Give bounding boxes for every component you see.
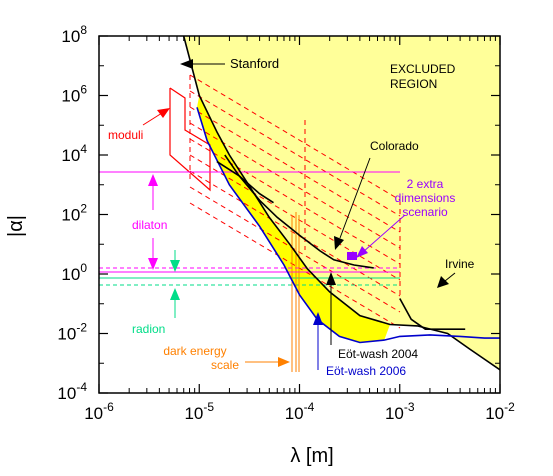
extra-dimensions-dash-line: [189, 74, 401, 201]
moduli-annotation: moduli: [108, 108, 170, 142]
y-tick-label: 10-4: [57, 380, 87, 403]
x-tick-label: 10-6: [84, 400, 114, 423]
svg-text:dimensions: dimensions: [395, 191, 456, 205]
extra-dimensions-dash-line: [189, 90, 401, 217]
eotwash-2006-line: [196, 107, 500, 344]
svg-text:moduli: moduli: [108, 128, 143, 142]
x-tick-label: 10-2: [485, 400, 515, 423]
y-tick-label: 104: [61, 142, 87, 165]
eotwash-2004-annotation: Eöt-wash 2004: [326, 272, 418, 361]
irvine-annotation: Irvine: [437, 257, 475, 288]
stanford-limit-line: [182, 36, 500, 371]
eotwash-2006-annotation: Eöt-wash 2006: [313, 312, 406, 378]
svg-text:scenario: scenario: [402, 205, 448, 219]
dilaton-annotation: dilaton: [132, 174, 167, 270]
y-tick-label: 102: [61, 202, 87, 225]
radion-lines: [99, 277, 400, 286]
y-tick-label: 106: [61, 83, 87, 106]
svg-text:Irvine: Irvine: [445, 257, 475, 271]
extra-dimensions-dash-line: [189, 202, 401, 329]
x-tick-label: 10-5: [184, 400, 214, 423]
svg-text:Colorado: Colorado: [370, 139, 419, 153]
y-tick-label: 100: [61, 261, 87, 284]
svg-text:radion: radion: [132, 322, 165, 336]
svg-text:EXCLUDED: EXCLUDED: [390, 62, 456, 76]
radion-annotation: radion: [132, 250, 180, 336]
dilaton-lines: [99, 171, 400, 273]
y-tick-label: 108: [61, 23, 87, 46]
svg-text:Stanford: Stanford: [230, 56, 279, 71]
extra-dimensions-dash-line: [189, 106, 401, 233]
svg-text:REGION: REGION: [390, 77, 437, 91]
extra-dimensions-annotation: 2 extra dimensions scenario: [347, 177, 455, 260]
colorado-annotation: Colorado: [334, 139, 419, 250]
stanford-annotation: Stanford: [180, 56, 279, 71]
x-tick-label: 10-4: [285, 400, 315, 423]
extra-dimensions-marker: [347, 252, 357, 260]
dark-energy-annotation: dark energy scale: [163, 344, 290, 372]
extra-dimensions-dash-line: [189, 122, 401, 249]
x-tick-label: 10-3: [385, 400, 415, 423]
extra-dimensions-dash-line: [189, 170, 401, 297]
excluded-region-label: EXCLUDED REGION: [390, 62, 456, 91]
excluded-region-fill: [183, 36, 500, 370]
svg-text:Eöt-wash 2004: Eöt-wash 2004: [338, 347, 418, 361]
svg-text:scale: scale: [211, 358, 239, 372]
irvine-line: [399, 298, 466, 331]
extra-dimensions-dash-line: [189, 186, 401, 313]
colorado-line: [224, 154, 374, 269]
y-axis-title: |α|: [5, 215, 27, 237]
svg-text:dark energy: dark energy: [163, 344, 226, 358]
svg-text:2 extra: 2 extra: [407, 177, 444, 191]
extra-dimensions-dash-line: [189, 138, 401, 265]
svg-text:Eöt-wash 2006: Eöt-wash 2006: [326, 364, 406, 378]
svg-text:dilaton: dilaton: [132, 218, 167, 232]
x-axis-title: λ [m]: [290, 445, 333, 467]
y-tick-label: 10-2: [57, 321, 87, 344]
eotwash-2004-line: [216, 160, 274, 204]
